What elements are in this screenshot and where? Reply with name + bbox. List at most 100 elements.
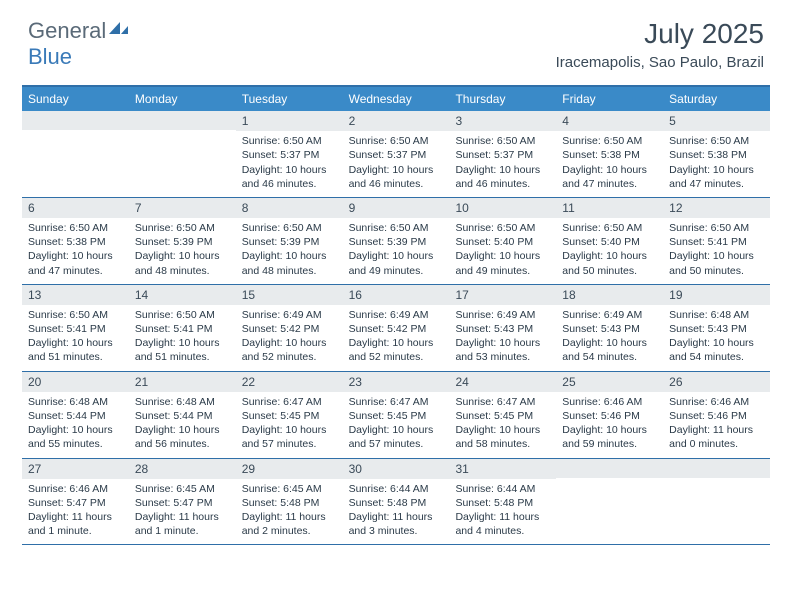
day-cell-8: 8Sunrise: 6:50 AMSunset: 5:39 PMDaylight… [236,198,343,284]
sunrise-line: Sunrise: 6:49 AM [242,308,337,322]
sunset-line: Sunset: 5:42 PM [242,322,337,336]
day-number: 3 [449,111,556,131]
sunset-line: Sunset: 5:43 PM [669,322,764,336]
day-details: Sunrise: 6:47 AMSunset: 5:45 PMDaylight:… [449,392,556,458]
sunrise-line: Sunrise: 6:48 AM [669,308,764,322]
day-number: 13 [22,285,129,305]
day-cell-9: 9Sunrise: 6:50 AMSunset: 5:39 PMDaylight… [343,198,450,284]
day-cell-15: 15 Sunrise: 6:49 AMSunset: 5:42 PMDayligh… [236,285,343,371]
day-cell-7: 7Sunrise: 6:50 AMSunset: 5:39 PMDaylight… [129,198,236,284]
day-number: 23 [343,372,450,392]
day-cell-13: 13Sunrise: 6:50 AMSunset: 5:41 PMDayligh… [22,285,129,371]
day-number: 20 [22,372,129,392]
day-number: 1 [236,111,343,131]
day-cell-6: 6Sunrise: 6:50 AMSunset: 5:38 PMDaylight… [22,198,129,284]
sunset-line: Sunset: 5:45 PM [242,409,337,423]
daylight-line: Daylight: 10 hours and 57 minutes. [242,423,337,451]
sunset-line: Sunset: 5:41 PM [28,322,123,336]
day-number: 27 [22,459,129,479]
header: GeneralBlue July 2025 Iracemapolis, Sao … [0,0,792,79]
day-details: Sunrise: 6:50 AMSunset: 5:39 PMDaylight:… [343,218,450,284]
title-block: July 2025 Iracemapolis, Sao Paulo, Brazi… [556,18,764,71]
sunset-line: Sunset: 5:45 PM [455,409,550,423]
day-details: Sunrise: 6:44 AMSunset: 5:48 PMDaylight:… [343,479,450,545]
day-details: Sunrise: 6:49 AMSunset: 5:43 PMDaylight:… [449,305,556,371]
day-cell-empty [22,111,129,197]
daylight-line: Daylight: 10 hours and 52 minutes. [242,336,337,364]
day-details: Sunrise: 6:44 AMSunset: 5:48 PMDaylight:… [449,479,556,545]
day-details: Sunrise: 6:47 AMSunset: 5:45 PMDaylight:… [343,392,450,458]
day-number: 29 [236,459,343,479]
sunrise-line: Sunrise: 6:50 AM [135,308,230,322]
week-row: 27Sunrise: 6:46 AMSunset: 5:47 PMDayligh… [22,459,770,546]
sunrise-line: Sunrise: 6:47 AM [242,395,337,409]
daylight-line: Daylight: 10 hours and 57 minutes. [349,423,444,451]
sunset-line: Sunset: 5:43 PM [455,322,550,336]
day-details: Sunrise: 6:50 AMSunset: 5:41 PMDaylight:… [663,218,770,284]
sunrise-line: Sunrise: 6:50 AM [349,221,444,235]
logo-text: GeneralBlue [28,18,130,70]
sunrise-line: Sunrise: 6:47 AM [455,395,550,409]
sunset-line: Sunset: 5:37 PM [455,148,550,162]
day-cell-11: 11Sunrise: 6:50 AMSunset: 5:40 PMDayligh… [556,198,663,284]
day-number: 15 [236,285,343,305]
day-details: Sunrise: 6:50 AMSunset: 5:41 PMDaylight:… [129,305,236,371]
sunset-line: Sunset: 5:40 PM [562,235,657,249]
daylight-line: Daylight: 10 hours and 50 minutes. [562,249,657,277]
day-details: Sunrise: 6:50 AMSunset: 5:38 PMDaylight:… [556,131,663,197]
daylight-line: Daylight: 10 hours and 51 minutes. [135,336,230,364]
sunset-line: Sunset: 5:39 PM [349,235,444,249]
day-cell-23: 23Sunrise: 6:47 AMSunset: 5:45 PMDayligh… [343,372,450,458]
day-details: Sunrise: 6:50 AMSunset: 5:40 PMDaylight:… [449,218,556,284]
daylight-line: Daylight: 11 hours and 4 minutes. [455,510,550,538]
sunset-line: Sunset: 5:38 PM [669,148,764,162]
sunrise-line: Sunrise: 6:48 AM [135,395,230,409]
daylight-line: Daylight: 10 hours and 47 minutes. [669,163,764,191]
day-header-wednesday: Wednesday [343,87,450,111]
location-text: Iracemapolis, Sao Paulo, Brazil [556,54,764,71]
day-number: 21 [129,372,236,392]
day-cell-14: 14Sunrise: 6:50 AMSunset: 5:41 PMDayligh… [129,285,236,371]
sunrise-line: Sunrise: 6:50 AM [135,221,230,235]
day-details: Sunrise: 6:48 AMSunset: 5:44 PMDaylight:… [129,392,236,458]
day-cell-empty [556,459,663,545]
daylight-line: Daylight: 10 hours and 52 minutes. [349,336,444,364]
day-details: Sunrise: 6:45 AMSunset: 5:47 PMDaylight:… [129,479,236,545]
daylight-line: Daylight: 10 hours and 54 minutes. [562,336,657,364]
daylight-line: Daylight: 10 hours and 49 minutes. [349,249,444,277]
week-row: 13Sunrise: 6:50 AMSunset: 5:41 PMDayligh… [22,285,770,372]
day-number: 28 [129,459,236,479]
sunrise-line: Sunrise: 6:50 AM [669,134,764,148]
sunrise-line: Sunrise: 6:44 AM [455,482,550,496]
daylight-line: Daylight: 10 hours and 47 minutes. [28,249,123,277]
day-details: Sunrise: 6:50 AMSunset: 5:38 PMDaylight:… [22,218,129,284]
sunrise-line: Sunrise: 6:50 AM [455,134,550,148]
sunrise-line: Sunrise: 6:50 AM [349,134,444,148]
day-header-friday: Friday [556,87,663,111]
sunset-line: Sunset: 5:48 PM [455,496,550,510]
day-number [129,111,236,130]
day-cell-empty [663,459,770,545]
daylight-line: Daylight: 10 hours and 55 minutes. [28,423,123,451]
day-details: Sunrise: 6:50 AMSunset: 5:37 PMDaylight:… [343,131,450,197]
day-number [663,459,770,478]
day-cell-22: 22Sunrise: 6:47 AMSunset: 5:45 PMDayligh… [236,372,343,458]
calendar-body: 1Sunrise: 6:50 AMSunset: 5:37 PMDaylight… [22,111,770,545]
day-number: 14 [129,285,236,305]
day-number: 19 [663,285,770,305]
day-cell-12: 12Sunrise: 6:50 AMSunset: 5:41 PMDayligh… [663,198,770,284]
sunset-line: Sunset: 5:48 PM [242,496,337,510]
sunset-line: Sunset: 5:39 PM [242,235,337,249]
sunset-line: Sunset: 5:44 PM [28,409,123,423]
day-number: 5 [663,111,770,131]
day-details: Sunrise: 6:46 AMSunset: 5:46 PMDaylight:… [556,392,663,458]
logo-sail-icon [108,18,130,44]
day-number: 31 [449,459,556,479]
day-details: Sunrise: 6:46 AMSunset: 5:46 PMDaylight:… [663,392,770,458]
day-cell-20: 20 Sunrise: 6:48 AMSunset: 5:44 PMDayligh… [22,372,129,458]
calendar: SundayMondayTuesdayWednesdayThursdayFrid… [22,85,770,545]
sunrise-line: Sunrise: 6:48 AM [28,395,123,409]
week-row: 6Sunrise: 6:50 AMSunset: 5:38 PMDaylight… [22,198,770,285]
daylight-line: Daylight: 11 hours and 0 minutes. [669,423,764,451]
daylight-line: Daylight: 11 hours and 1 minute. [28,510,123,538]
